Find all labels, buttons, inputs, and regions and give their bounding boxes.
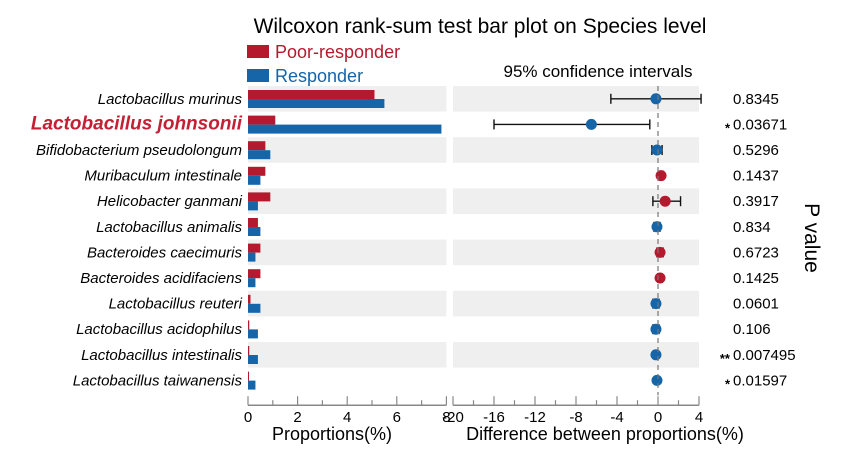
bar-responder xyxy=(248,329,258,339)
bar-poor-responder xyxy=(248,115,276,125)
species-label: Bifidobacterium pseudolongum xyxy=(36,142,242,159)
axes: 0 2 4 6 8-20 -16 -12 -8 -4 0 4 xyxy=(244,86,703,426)
species-label: Lactobacillus acidophilus xyxy=(76,321,242,338)
x-tick-label-left: 2 xyxy=(293,409,301,426)
bar-poor-responder xyxy=(248,346,250,355)
bar-responder xyxy=(248,227,261,236)
p-value: 0.3917 xyxy=(733,193,779,210)
bar-responder xyxy=(248,303,261,313)
row-band-left xyxy=(248,137,447,163)
x-tick-label-right: -4 xyxy=(610,409,623,426)
x-tick-label-right: 0 xyxy=(654,409,662,426)
significance-mark: * xyxy=(725,376,731,391)
bar-poor-responder xyxy=(248,218,258,227)
bar-poor-responder xyxy=(248,166,266,176)
p-value: 0.01597 xyxy=(733,372,787,389)
legend-label-poor-responder: Poor-responder xyxy=(275,42,400,62)
x-tick-label-left: 4 xyxy=(343,409,351,426)
bar-poor-responder xyxy=(248,294,251,304)
bar-poor-responder xyxy=(248,90,375,99)
row-band-left xyxy=(248,342,447,368)
species-label: Lactobacillus intestinalis xyxy=(81,347,242,364)
bar-responder xyxy=(248,150,271,160)
bar-poor-responder xyxy=(248,320,250,330)
ci-point xyxy=(651,144,663,156)
p-value: 0.0601 xyxy=(733,296,779,313)
row-band-left xyxy=(248,188,447,214)
ci-point xyxy=(651,221,663,233)
bar-responder xyxy=(248,175,261,185)
x-tick-label-right: -8 xyxy=(569,409,582,426)
x-tick-label-left: 8 xyxy=(442,409,450,426)
row-band-right xyxy=(453,290,699,317)
confidence-intervals xyxy=(493,93,702,386)
proportion-bars xyxy=(248,90,442,390)
p-value: 0.5296 xyxy=(733,142,779,159)
x-tick-label-left: 0 xyxy=(244,409,252,426)
bar-responder xyxy=(248,252,256,262)
row-band-left xyxy=(248,290,447,317)
ci-point xyxy=(585,118,597,130)
row-band-right xyxy=(453,342,699,368)
species-label: Helicobacter ganmani xyxy=(97,193,243,210)
significance-mark: * xyxy=(725,120,731,135)
bar-responder xyxy=(248,278,256,288)
row-band-left xyxy=(248,239,447,266)
ci-point xyxy=(650,349,662,361)
p-value: 0.8345 xyxy=(733,91,779,108)
legend-label-responder: Responder xyxy=(275,66,363,86)
bar-responder xyxy=(248,380,256,390)
x-axis-label-right: Difference between proportions(%) xyxy=(466,424,744,444)
significance-mark: ** xyxy=(720,351,731,366)
bar-poor-responder xyxy=(248,371,249,381)
species-label: Muribaculum intestinale xyxy=(84,168,242,185)
x-axis-label-left: Proportions(%) xyxy=(272,424,392,444)
ci-point xyxy=(650,93,662,105)
p-value: 0.6723 xyxy=(733,244,779,261)
p-value: 0.106 xyxy=(733,321,771,338)
p-value: 0.834 xyxy=(733,219,771,236)
ci-point xyxy=(655,170,667,182)
p-value: 0.1425 xyxy=(733,270,779,287)
ci-point xyxy=(650,298,662,310)
ci-point xyxy=(659,195,671,207)
ci-title: 95% confidence intervals xyxy=(503,62,692,81)
species-label: Lactobacillus johnsonii xyxy=(31,113,243,134)
p-value: 0.007495 xyxy=(733,347,796,364)
bar-responder xyxy=(248,124,442,134)
species-label: Lactobacillus murinus xyxy=(98,91,243,108)
x-tick-label-right: -20 xyxy=(442,409,464,426)
legend-swatch-poor-responder xyxy=(247,45,269,58)
x-tick-label-right: -16 xyxy=(483,409,505,426)
bar-responder xyxy=(248,201,258,211)
ci-point xyxy=(651,374,663,386)
x-tick-label-right: -12 xyxy=(524,409,546,426)
bar-responder xyxy=(248,99,385,108)
species-label: Lactobacillus reuteri xyxy=(109,296,243,313)
bar-poor-responder xyxy=(248,141,266,151)
chart-title: Wilcoxon rank-sum test bar plot on Speci… xyxy=(254,15,707,38)
p-value: 0.03671 xyxy=(733,116,787,133)
species-label: Lactobacillus taiwanensis xyxy=(73,372,243,389)
bar-poor-responder xyxy=(248,243,261,253)
p-value: 0.1437 xyxy=(733,168,779,185)
bar-poor-responder xyxy=(248,269,261,279)
ci-point xyxy=(654,246,666,258)
species-label: Bacteroides acidifaciens xyxy=(80,270,242,287)
x-tick-label-left: 6 xyxy=(393,409,401,426)
species-labels: Lactobacillus murinus Lactobacillus johns… xyxy=(31,91,243,390)
p-values: 0.83450.03671*0.52960.14370.39170.8340.6… xyxy=(720,91,796,392)
y-axis-label-right: P value xyxy=(800,203,823,273)
x-tick-label-right: 4 xyxy=(695,409,703,426)
bar-poor-responder xyxy=(248,192,271,202)
legend-swatch-responder xyxy=(247,69,269,82)
ci-point xyxy=(650,323,662,335)
ci-point xyxy=(654,272,666,284)
bar-responder xyxy=(248,355,258,364)
species-label: Lactobacillus animalis xyxy=(96,219,242,236)
species-label: Bacteroides caecimuris xyxy=(87,244,243,261)
